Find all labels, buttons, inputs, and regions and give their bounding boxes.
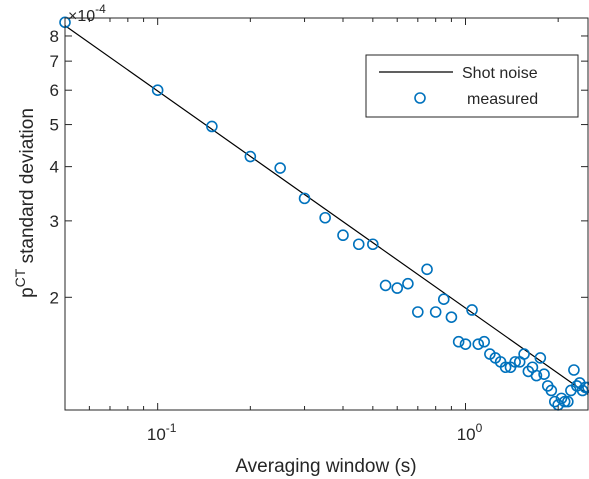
data-point bbox=[499, 361, 512, 374]
shot-noise-series bbox=[64, 25, 589, 395]
data-point bbox=[337, 229, 349, 242]
data-point bbox=[534, 352, 547, 364]
x-tick-label: 10-1 bbox=[147, 421, 177, 444]
data-point bbox=[298, 192, 311, 205]
legend-box bbox=[365, 54, 579, 118]
shot-noise-line bbox=[64, 25, 589, 395]
y-multiplier: ×10-4 bbox=[68, 2, 106, 25]
x-tick-label: 100 bbox=[457, 421, 483, 444]
x-tick-base: 10 bbox=[457, 425, 476, 444]
x-tick-exponent: 0 bbox=[476, 421, 483, 435]
data-point bbox=[352, 238, 365, 251]
y-tick-label: 4 bbox=[50, 158, 59, 177]
x-tick-base: 10 bbox=[147, 425, 166, 444]
data-point bbox=[151, 84, 164, 96]
data-point bbox=[391, 282, 404, 294]
y-tick-label: 8 bbox=[50, 27, 59, 46]
x-tick-labels: 10-1 100 bbox=[147, 421, 483, 444]
data-point bbox=[445, 311, 458, 323]
data-point bbox=[466, 304, 478, 316]
data-point bbox=[367, 238, 379, 251]
data-point bbox=[530, 369, 543, 382]
y-multiplier-prefix: ×10 bbox=[68, 8, 95, 25]
data-point bbox=[555, 392, 568, 405]
y-tick-label: 6 bbox=[50, 81, 59, 100]
y-multiplier-exponent: -4 bbox=[95, 2, 106, 16]
data-point bbox=[558, 395, 571, 408]
data-point bbox=[429, 306, 442, 318]
y-tick-label: 5 bbox=[50, 116, 59, 135]
x-tick-exponent: -1 bbox=[166, 421, 177, 435]
y-axis-label-base: p bbox=[17, 287, 38, 298]
data-point bbox=[538, 368, 550, 381]
data-point bbox=[244, 150, 257, 163]
data-point bbox=[319, 211, 331, 224]
data-point bbox=[206, 120, 218, 133]
legend-shot-noise-label: Shot noise bbox=[462, 65, 538, 82]
y-tick-label: 7 bbox=[50, 52, 59, 71]
y-axis-label-superscript: CT bbox=[12, 268, 28, 287]
data-point bbox=[402, 277, 414, 290]
data-point bbox=[562, 395, 574, 408]
y-tick-labels: 2 3 4 5 6 7 8 bbox=[50, 27, 59, 307]
data-point bbox=[452, 335, 465, 348]
data-point bbox=[437, 293, 450, 305]
data-point bbox=[568, 364, 580, 376]
data-point bbox=[518, 348, 530, 360]
y-axis-label-rest: standard deviation bbox=[17, 108, 38, 269]
data-point bbox=[421, 263, 433, 276]
data-point bbox=[478, 335, 490, 348]
legend-measured-swatch bbox=[414, 92, 426, 104]
x-axis-label: Averaging window (s) bbox=[235, 456, 416, 477]
tick-marks bbox=[64, 18, 588, 410]
legend: Shot noise measured bbox=[365, 54, 579, 118]
data-point bbox=[274, 162, 286, 174]
data-point bbox=[412, 306, 424, 318]
data-point bbox=[379, 279, 392, 292]
axes-box bbox=[64, 17, 589, 411]
y-axis-label: pCT standard deviation bbox=[12, 108, 38, 298]
data-point bbox=[545, 384, 558, 397]
data-point bbox=[459, 338, 472, 350]
axes bbox=[64, 17, 589, 411]
legend-measured-label: measured bbox=[467, 91, 538, 108]
y-tick-label: 2 bbox=[50, 288, 59, 307]
data-point bbox=[509, 356, 521, 368]
y-tick-label: 3 bbox=[50, 212, 59, 231]
data-point bbox=[472, 338, 485, 350]
